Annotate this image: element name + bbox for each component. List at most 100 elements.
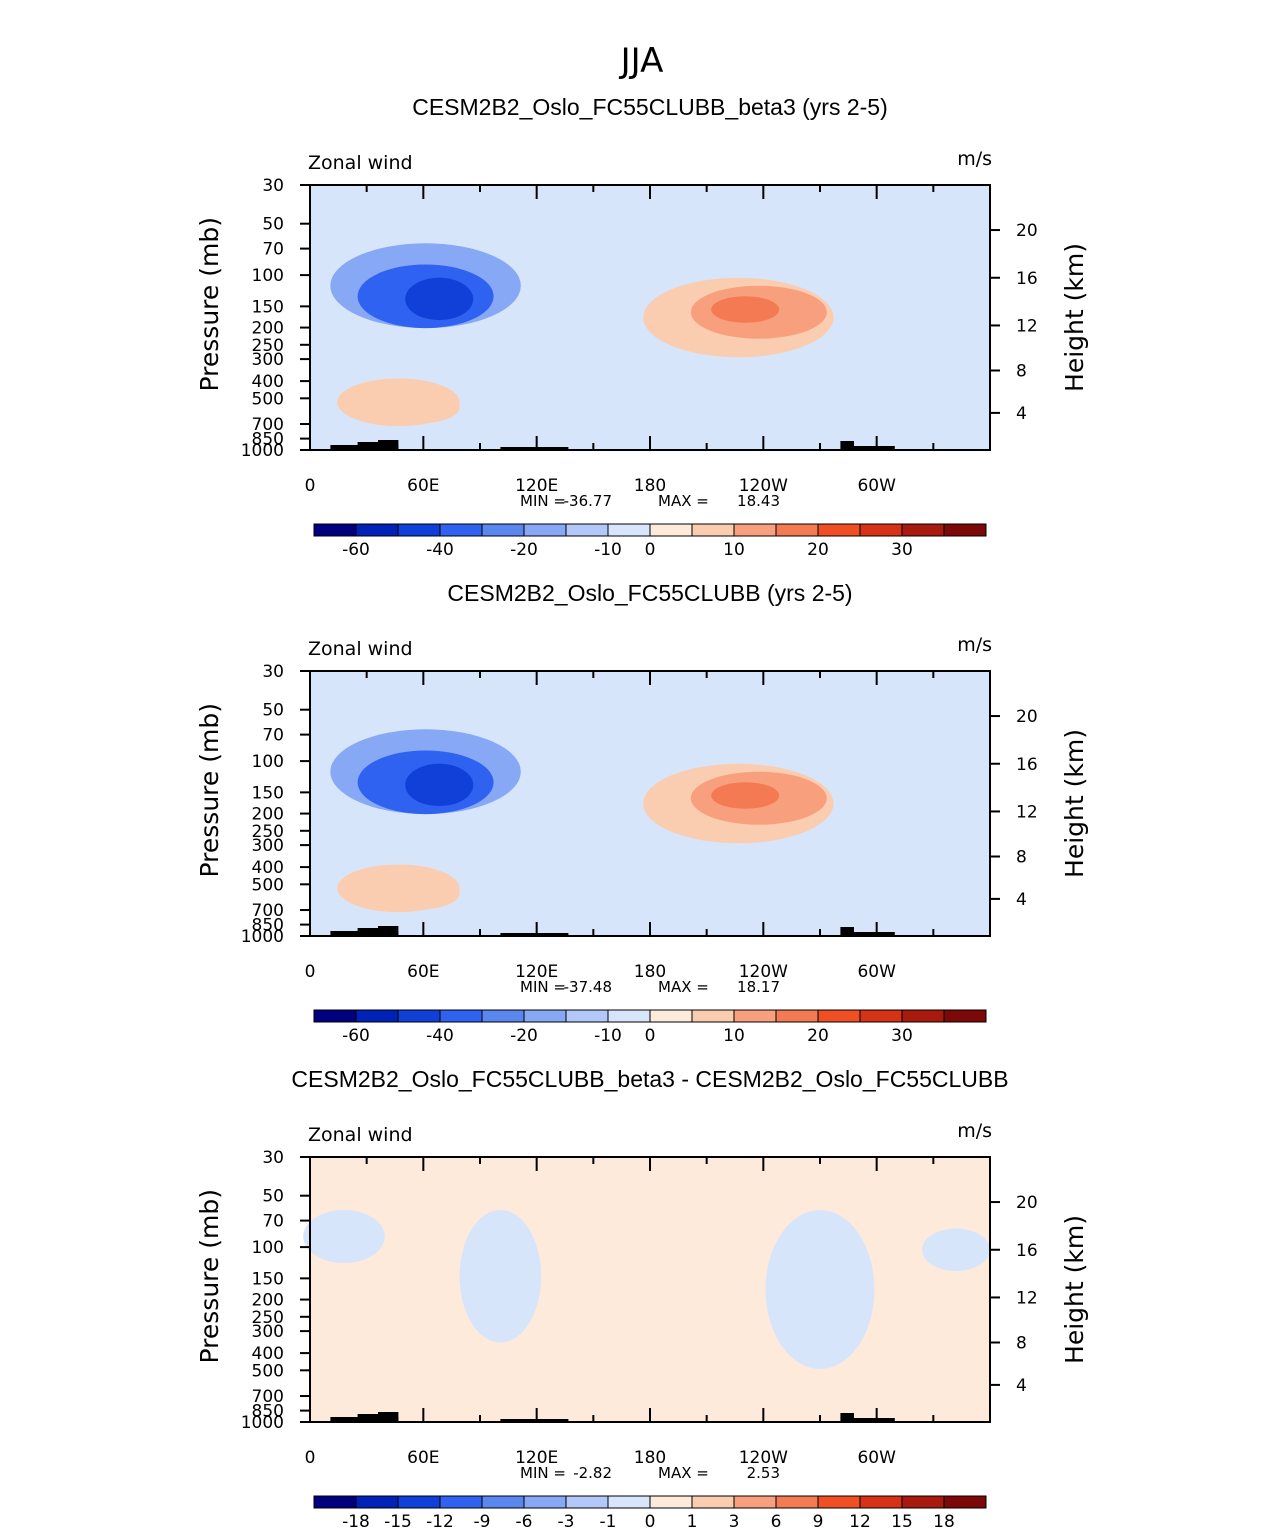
y-axis-label: Pressure (mb) (195, 1189, 224, 1363)
plot-area (310, 1157, 990, 1422)
colorbar-swatch (733, 1495, 777, 1509)
max-label: MAX = (658, 492, 709, 510)
variable-label: Zonal wind (308, 152, 413, 174)
colorbar-swatch (859, 1009, 903, 1023)
units-label: m/s (957, 634, 992, 656)
min-label: MIN = (520, 1464, 566, 1482)
colorbar-swatch (607, 523, 651, 537)
contour-fields (330, 243, 841, 443)
topography-bar (854, 1418, 895, 1422)
colorbar-label: 20 (807, 540, 829, 560)
p-tick-label: 500 (252, 875, 284, 895)
z-tick-label: 8 (1016, 848, 1027, 868)
z-tick-label: 12 (1016, 316, 1038, 336)
p-tick-label: 70 (262, 1212, 284, 1232)
colorbar-label: -3 (558, 1512, 575, 1531)
p-tick-label: 100 (252, 266, 284, 286)
p-tick-label: 250 (252, 336, 284, 356)
z-tick-label: 12 (1016, 1288, 1038, 1308)
topography-bar (378, 1412, 399, 1422)
z-tick-label: 20 (1016, 1193, 1038, 1213)
p-tick-label: 30 (262, 1148, 284, 1168)
p-tick-label: 500 (252, 389, 284, 409)
p-tick-label: 700 (252, 1387, 284, 1407)
z-tick-label: 4 (1016, 404, 1027, 424)
x-axis: 0 60E 120E 180 120W 60W (305, 185, 991, 496)
figure-title: JJA (619, 41, 664, 81)
contour-region (595, 901, 841, 929)
colorbar-swatch (481, 523, 525, 537)
colorbar-swatch (523, 523, 567, 537)
z-tick-label: 20 (1016, 707, 1038, 727)
colorbar-swatch (691, 1495, 735, 1509)
p-tick-label: 200 (252, 1291, 284, 1311)
x-tick-label: 120E (515, 1448, 558, 1468)
colorbar-swatch (649, 1495, 693, 1509)
colorbar-swatch (691, 523, 735, 537)
colorbar-label: -9 (474, 1512, 491, 1531)
panel-title: CESM2B2_Oslo_FC55CLUBB_beta3 - CESM2B2_O… (291, 1066, 1008, 1092)
colorbar-swatch (313, 1495, 357, 1509)
topography-bar (840, 1413, 854, 1422)
p-tick-label: 100 (252, 752, 284, 772)
colorbar-label: -12 (426, 1512, 454, 1531)
colorbar-label: 6 (771, 1512, 782, 1531)
colorbar-swatch (859, 523, 903, 537)
topography (330, 926, 895, 936)
p-tick-label: 400 (252, 1344, 284, 1364)
p-tick-label: 200 (252, 319, 284, 339)
contour-region (378, 391, 460, 424)
colorbar-label: 18 (933, 1512, 955, 1531)
x-tick-label: 60E (407, 476, 439, 496)
colorbar-label: -60 (342, 1026, 370, 1046)
p-tick-label: 200 (252, 805, 284, 825)
colorbar-swatch (733, 1009, 777, 1023)
colorbar-label: 20 (807, 1026, 829, 1046)
colorbar-label: 3 (729, 1512, 740, 1531)
colorbar-swatch (397, 1009, 441, 1023)
colorbar-label: -15 (384, 1512, 412, 1531)
colorbar-swatch (649, 1009, 693, 1023)
colorbar-swatch (943, 1495, 987, 1509)
z-tick-label: 12 (1016, 802, 1038, 822)
p-tick-label: 850 (252, 430, 284, 450)
colorbar-label: 15 (891, 1512, 913, 1531)
colorbar-label: 0 (645, 1512, 656, 1531)
p-tick-label: 400 (252, 858, 284, 878)
z-tick-label: 16 (1016, 755, 1038, 775)
colorbar-swatch (355, 1495, 399, 1509)
x-tick-label: 120E (515, 962, 558, 982)
colorbar-label: 0 (645, 540, 656, 560)
p-tick-label: 150 (252, 1269, 284, 1289)
max-value: 18.43 (737, 492, 780, 510)
colorbar-label: 12 (849, 1512, 871, 1531)
p-tick-label: 50 (262, 215, 284, 235)
colorbar-swatch (901, 1009, 945, 1023)
topography-bar (500, 933, 569, 936)
colorbar-label: 10 (723, 1026, 745, 1046)
colorbar-swatch (817, 1009, 861, 1023)
x-tick-label: 180 (634, 476, 666, 496)
colorbar-swatch (439, 523, 483, 537)
topography-bar (854, 446, 895, 450)
colorbar-swatch (355, 523, 399, 537)
x-tick-label: 120W (739, 476, 788, 496)
panel-3: CESM2B2_Oslo_FC55CLUBB_beta3 - CESM2B2_O… (195, 1066, 1089, 1531)
x-tick-label: 60E (407, 962, 439, 982)
colorbar-label: 0 (645, 1026, 656, 1046)
colorbar-swatch (649, 523, 693, 537)
colorbar-swatch (481, 1009, 525, 1023)
height-axis: 20 16 12 8 4 (990, 1193, 1038, 1396)
contour-region (405, 763, 474, 807)
colorbar-swatch (691, 1009, 735, 1023)
p-tick-label: 150 (252, 783, 284, 803)
colorbar-swatch (397, 523, 441, 537)
contour-region (405, 277, 474, 321)
y-axis-label: Pressure (mb) (195, 703, 224, 877)
colorbar-swatch (439, 1495, 483, 1509)
colorbar-swatch (355, 1009, 399, 1023)
colorbar-swatch (607, 1009, 651, 1023)
x-tick-label: 0 (305, 1448, 316, 1468)
p-tick-label: 30 (262, 176, 284, 196)
